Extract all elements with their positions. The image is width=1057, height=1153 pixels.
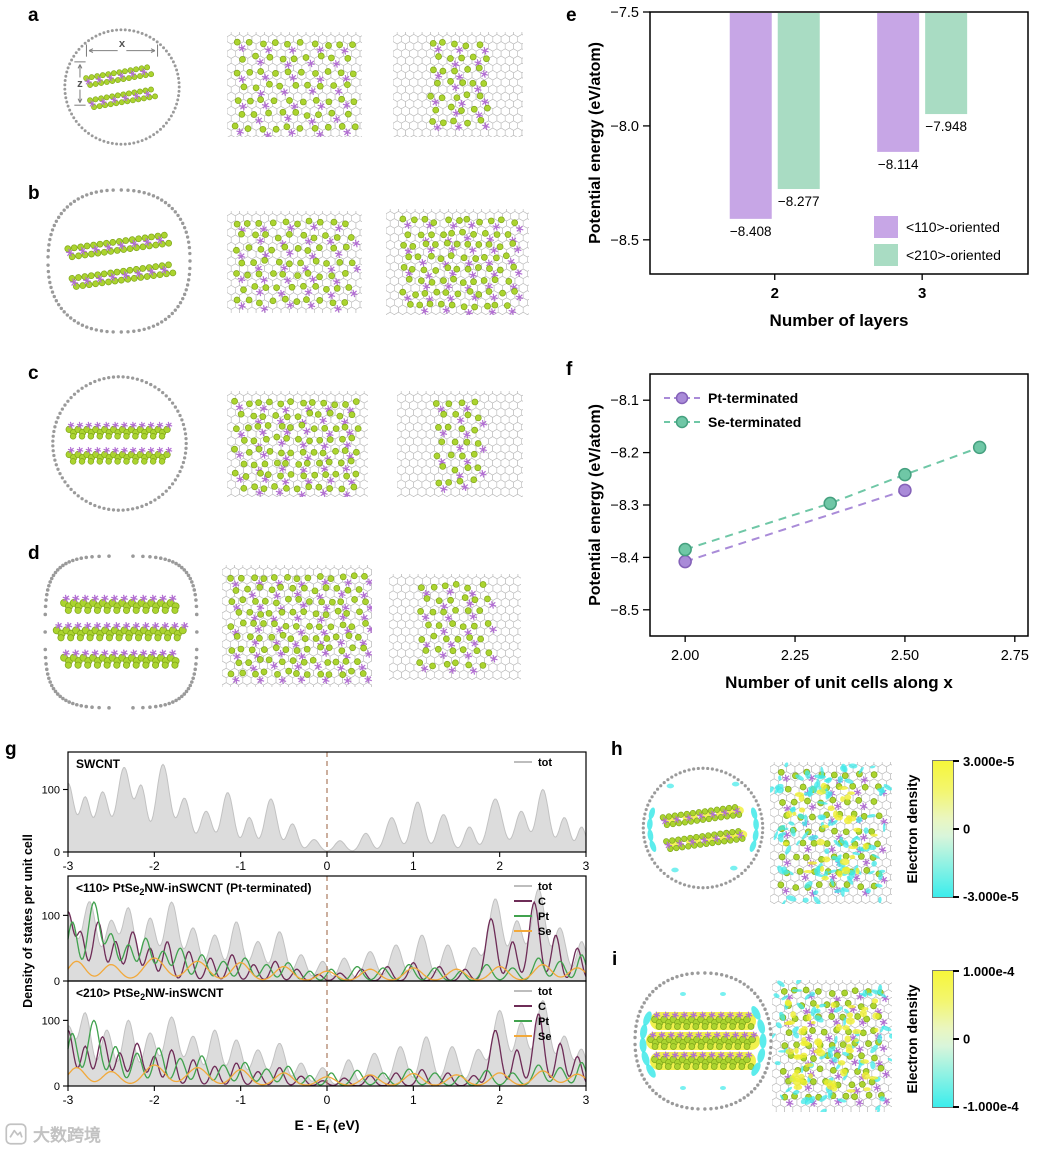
panel-h-electron-density-cross-section [633, 758, 773, 898]
colorbar-i-max-value: 1.000e-4 [963, 964, 1015, 979]
colorbar-i-mid-value: 0 [963, 1031, 971, 1047]
colorbar-h-max-value: 3.000e-5 [963, 754, 1015, 769]
panel-c-nanotube-cross-section [47, 371, 192, 516]
panel-b-nanotube-cross-section [44, 186, 194, 336]
colorbar-h-gradient [932, 760, 954, 898]
colorbar-i-label: Electron density [904, 984, 920, 1094]
colorbar-i-min-value: -1.000e-4 [963, 1099, 1019, 1114]
panel-label-i: i [612, 949, 618, 970]
colorbar-h-mid-value: 0 [963, 821, 971, 837]
colorbar-i-tick-mid [953, 1038, 959, 1040]
svg-text:z: z [77, 78, 83, 90]
colorbar-h-tick-mid [953, 828, 959, 830]
panel-i-electron-density-side-view [772, 980, 892, 1112]
svg-text:x: x [119, 38, 126, 50]
colorbar-h-label: Electron density [904, 774, 920, 884]
watermark-text: 大数跨境 [33, 1126, 101, 1145]
panel-label-f: f [566, 359, 573, 380]
density-of-states-chart: SWCNT 0 100 tot -3 -2 -1 0 1 2 3 <110> PtSe2NW-inSW… [18, 748, 598, 1146]
panel-a-nanotube-side-view-1 [227, 32, 362, 137]
panel-c-nanotube-side-view-1 [227, 391, 368, 497]
colorbar-i: Electron density 1.000e-4 0 -1.000e-4 [898, 964, 1056, 1114]
panel-label-d: d [28, 543, 40, 564]
potential-energy-scatter-chart: −8.1 −8.2 −8.3 −8.4 −8.5 2.00 2.25 2.50 2.75 Pt-t… [578, 358, 1040, 710]
panel-a-nanotube-side-view-2 [393, 32, 523, 137]
panel-h-electron-density-side-view [770, 762, 892, 904]
colorbar-h-tick-max [953, 760, 959, 762]
panel-label-h: h [611, 739, 623, 760]
panel-b-nanotube-side-view-1 [227, 211, 362, 313]
watermark-logo-icon [5, 1122, 27, 1145]
colorbar-h-min-value: -3.000e-5 [963, 889, 1019, 904]
colorbar-h: Electron density 3.000e-5 0 -3.000e-5 [898, 754, 1056, 904]
panel-d-nanotube-cross-section [42, 553, 200, 711]
panel-label-g: g [5, 739, 17, 760]
colorbar-i-tick-max [953, 970, 959, 972]
potential-energy-bar-chart: −7.5 −8.0 −8.5 2 3 −8.408 −8.114 −8.277 −7.948 <1… [578, 2, 1040, 354]
panel-b-nanotube-side-view-2 [386, 209, 529, 315]
panel-c-nanotube-side-view-2 [397, 391, 523, 497]
panel-d-nanotube-side-view-1 [222, 565, 372, 687]
panel-label-c: c [28, 363, 39, 384]
panel-i-electron-density-cross-section [628, 966, 778, 1116]
panel-d-nanotube-side-view-2 [389, 574, 521, 680]
colorbar-i-tick-min [953, 1106, 959, 1108]
panel-label-b: b [28, 183, 40, 204]
panel-label-a: a [28, 5, 39, 26]
watermark: 大数跨境 [5, 1121, 101, 1146]
panel-label-e: e [566, 5, 577, 26]
colorbar-h-tick-min [953, 896, 959, 898]
colorbar-i-gradient [932, 970, 954, 1108]
